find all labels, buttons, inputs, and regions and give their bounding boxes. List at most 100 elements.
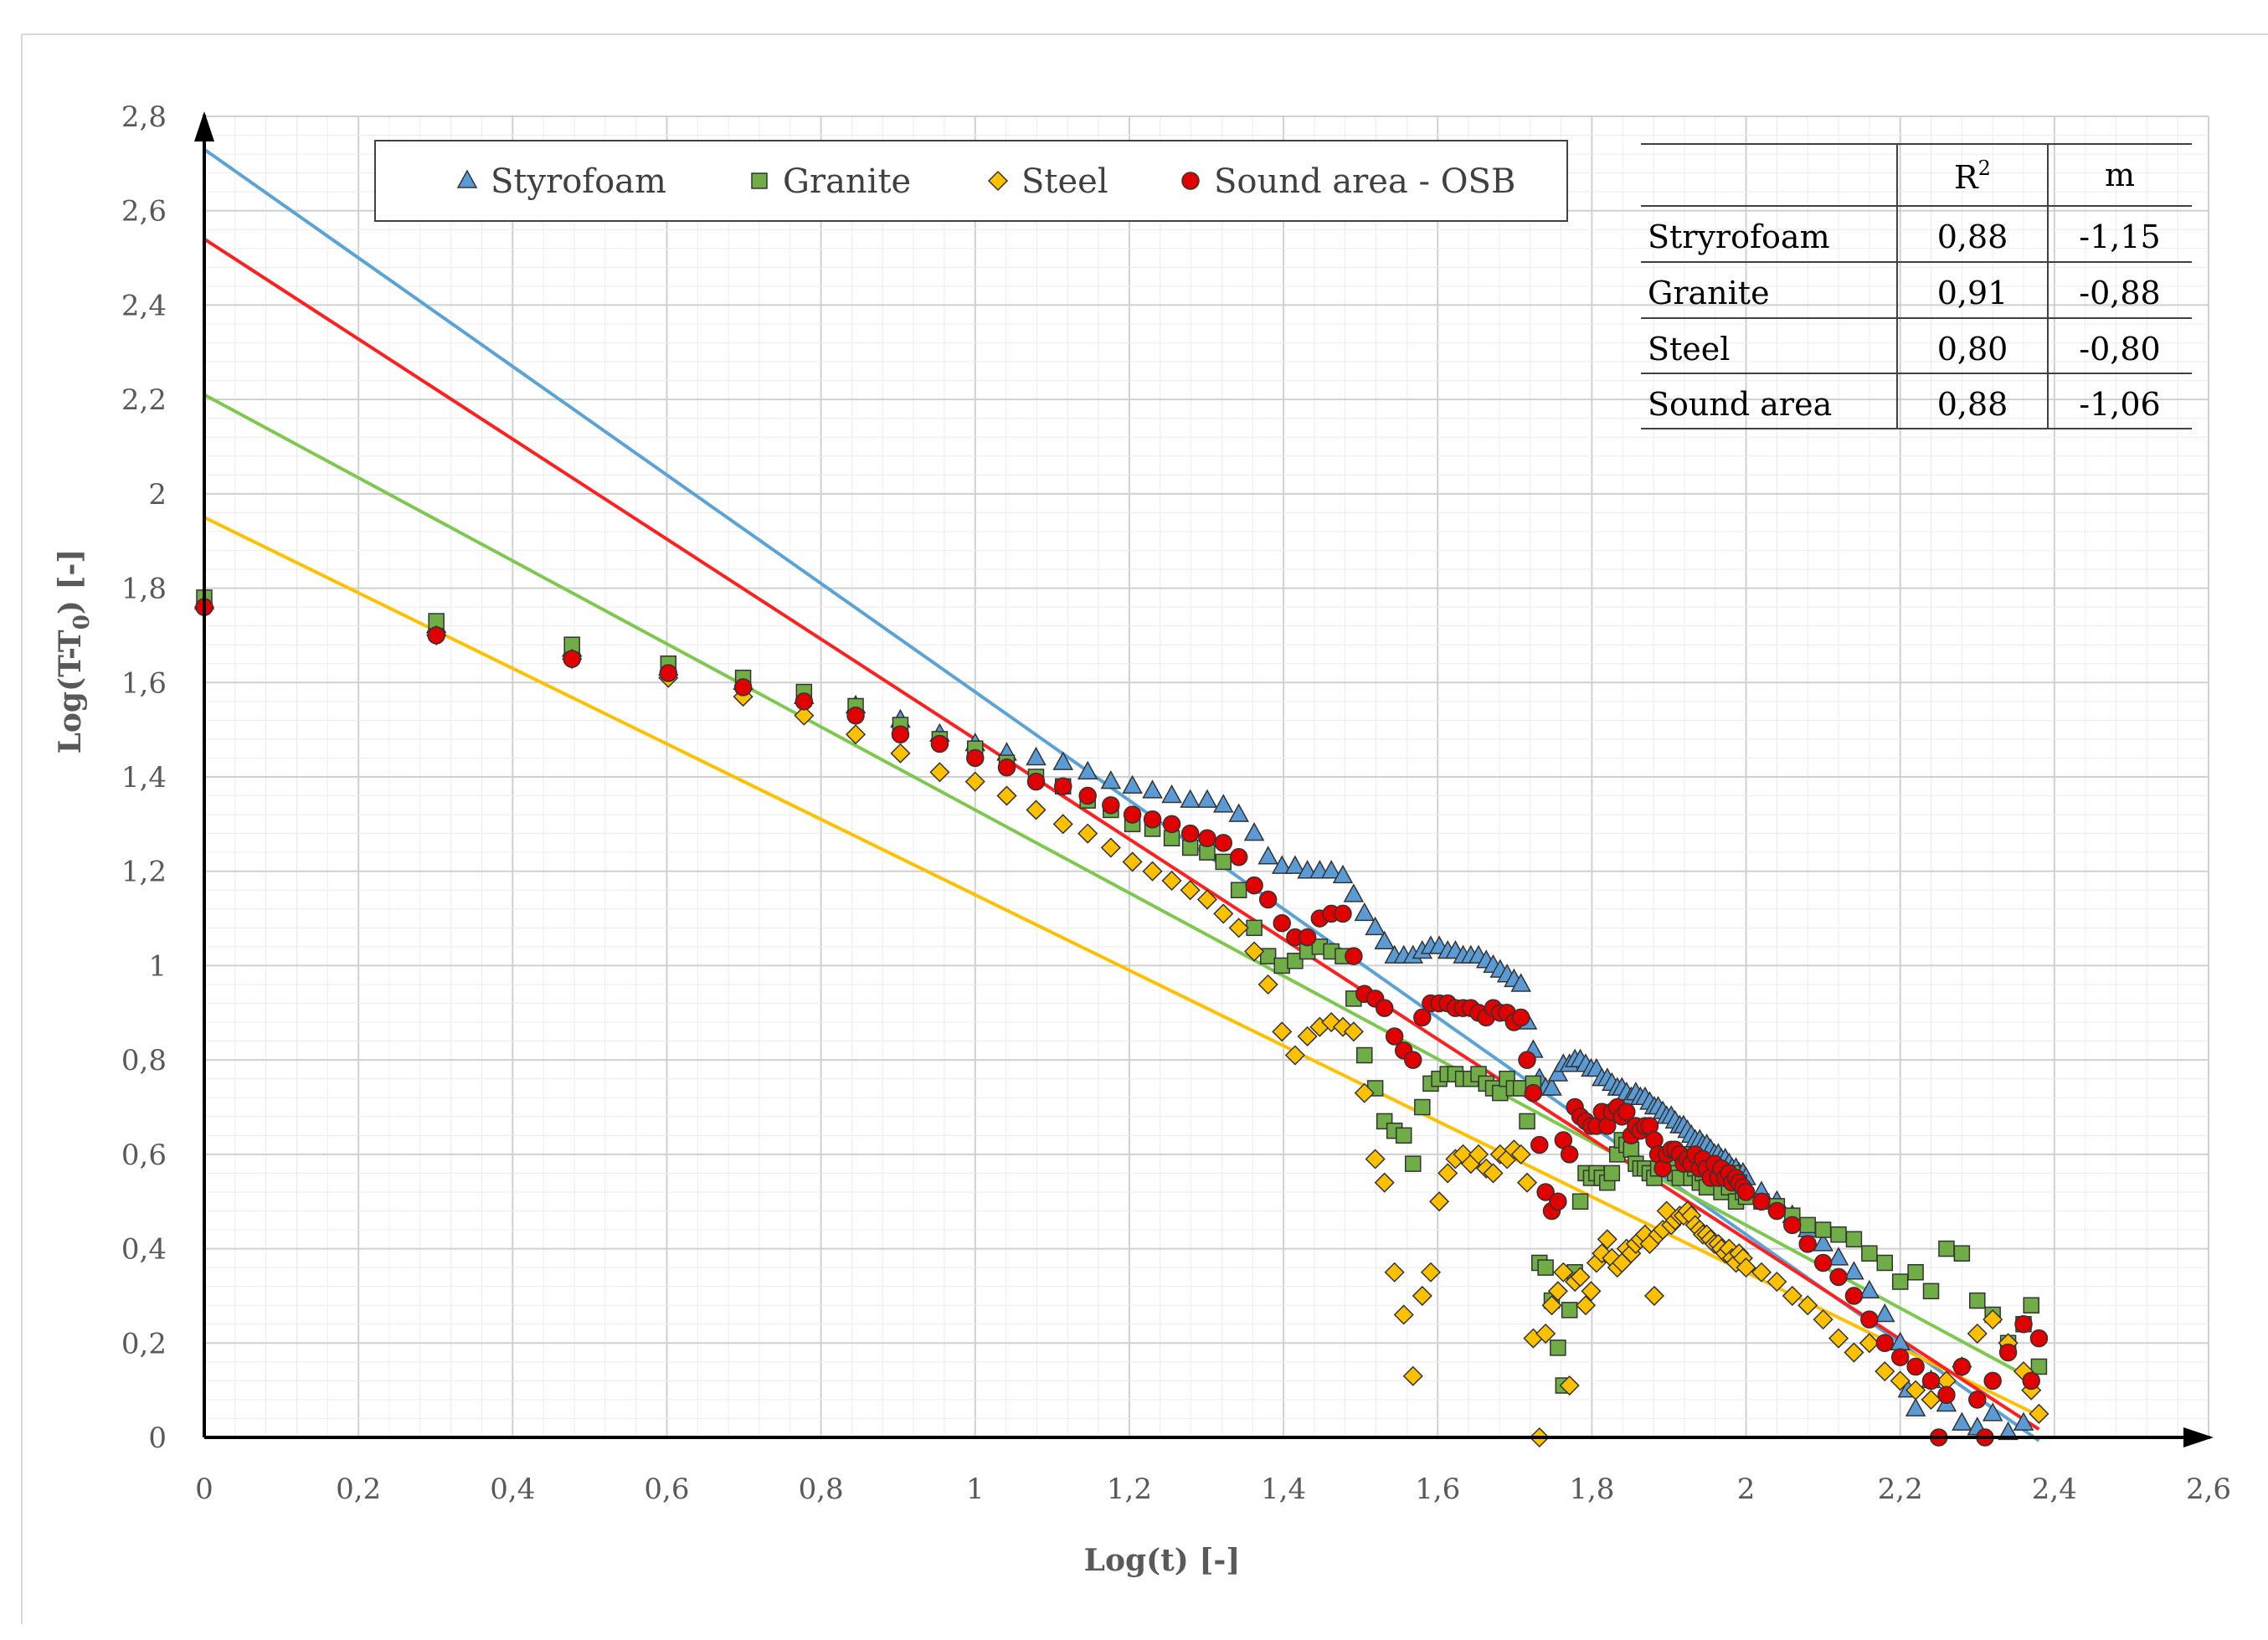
data-point-sound-area-osb — [1536, 1183, 1555, 1201]
data-point-steel — [1429, 1191, 1450, 1212]
data-point-sound-area-osb — [1518, 1051, 1536, 1069]
data-point-styrofoam — [1828, 1247, 1849, 1266]
data-point-sound-area-osb — [2014, 1314, 2033, 1334]
data-point-steel — [1983, 1309, 2003, 1330]
data-point-sound-area-osb — [659, 664, 678, 682]
data-point-sound-area-osb — [1385, 1027, 1404, 1046]
x-tick-label: 0 — [195, 1473, 213, 1506]
data-point-steel — [1196, 889, 1217, 910]
y-tick-label: 2,2 — [121, 383, 167, 417]
data-point-sound-area-osb — [1162, 815, 1181, 834]
data-point-sound-area-osb — [1560, 1145, 1579, 1164]
data-point-granite — [1922, 1283, 1940, 1300]
data-point-steel — [1412, 1285, 1432, 1306]
data-point-granite — [1414, 1098, 1431, 1116]
data-point-sound-area-osb — [1229, 848, 1248, 866]
data-point-steel — [1570, 1267, 1591, 1288]
data-point-sound-area-osb — [1524, 1083, 1543, 1103]
data-point-styrofoam — [1142, 779, 1163, 799]
data-point-sound-area-osb — [1026, 772, 1046, 791]
trend-line-styrofoam — [203, 147, 2040, 1442]
data-point-sound-area-osb — [795, 692, 814, 711]
data-point-sound-area-osb — [1123, 805, 1142, 824]
x-tick-label: 1,6 — [1415, 1473, 1460, 1506]
data-point-granite — [1603, 1164, 1621, 1182]
y-tick-label: 2,4 — [121, 289, 167, 322]
data-point-styrofoam — [1510, 973, 1531, 992]
y-tick-label: 1 — [148, 949, 167, 983]
data-point-steel — [1559, 1375, 1580, 1396]
data-point-styrofoam — [1905, 1397, 1926, 1416]
table-cell-r2: 0,88 — [1937, 386, 2008, 423]
data-point-sound-area-osb — [1952, 1357, 1972, 1376]
data-point-steel — [1228, 918, 1249, 938]
y-axis-arrow — [194, 111, 214, 141]
x-tick-label: 1 — [966, 1473, 985, 1506]
data-point-steel — [1535, 1323, 1556, 1344]
y-tick-label: 0,4 — [121, 1233, 167, 1267]
data-point-granite — [1814, 1221, 1832, 1238]
data-point-steel — [1905, 1380, 1926, 1401]
legend-marker-sound-area-osb — [1181, 172, 1200, 190]
x-tick-label: 1,8 — [1569, 1473, 1614, 1506]
data-point-styrofoam — [1026, 746, 1047, 766]
data-point-sound-area-osb — [1860, 1310, 1879, 1329]
data-point-steel — [1284, 1045, 1305, 1066]
table-header-r2-superscript: 2 — [1978, 157, 1991, 180]
legend-marker-granite — [751, 172, 768, 189]
data-point-steel — [1354, 1082, 1375, 1103]
data-point-styrofoam — [1320, 860, 1342, 879]
table-cell-r2: 0,80 — [1937, 331, 2008, 368]
data-point-sound-area-osb — [1334, 904, 1352, 923]
x-tick-labels: 0 0,2 0,4 0,6 0,8 1 1,2 1,4 1,6 1,8 2 2,2 2,4 2,6 — [195, 1473, 2231, 1506]
y-tick-label: 0,8 — [121, 1044, 167, 1077]
x-tick-label: 2,4 — [2032, 1473, 2077, 1506]
data-point-sound-area-osb — [1983, 1371, 2002, 1391]
data-point-sound-area-osb — [1829, 1267, 1848, 1287]
data-point-granite — [1907, 1264, 1924, 1281]
table-cell-m: -1,06 — [2079, 386, 2160, 423]
x-axis-arrow — [2183, 1427, 2214, 1447]
data-point-steel — [1384, 1262, 1405, 1283]
legend-label-styrofoam: Styrofoam — [491, 162, 666, 201]
data-point-steel — [1510, 1144, 1531, 1164]
data-point-steel — [1468, 1144, 1489, 1164]
data-point-granite — [1356, 1046, 1373, 1064]
data-point-sound-area-osb — [1245, 876, 1263, 895]
data-point-steel — [1100, 837, 1121, 858]
data-point-steel — [1052, 814, 1073, 835]
y-tick-label: 1,6 — [121, 666, 167, 700]
data-point-sound-area-osb — [2022, 1371, 2040, 1391]
y-axis-title-end: ) [-] — [53, 549, 88, 615]
data-point-steel — [1213, 903, 1234, 924]
data-point-steel — [890, 743, 911, 763]
data-point-steel — [1272, 1021, 1293, 1042]
y-tick-label: 0,6 — [121, 1139, 167, 1172]
data-point-sound-area-osb — [1752, 1192, 1771, 1211]
data-point-sound-area-osb — [1844, 1287, 1864, 1305]
x-tick-label: 2,6 — [2186, 1473, 2231, 1506]
data-point-sound-area-osb — [1875, 1334, 1895, 1353]
data-point-steel — [1365, 1149, 1386, 1170]
data-point-granite — [1938, 1240, 1955, 1257]
data-point-styrofoam — [1365, 916, 1386, 936]
data-point-styrofoam — [1982, 1402, 2003, 1422]
data-point-styrofoam — [1052, 751, 1074, 770]
data-point-steel — [1122, 851, 1143, 872]
data-point-styrofoam — [1374, 930, 1395, 949]
x-tick-label: 0,2 — [336, 1473, 381, 1506]
data-point-granite — [1876, 1254, 1894, 1272]
data-point-styrofoam — [1212, 794, 1234, 813]
trend-line-steel — [203, 516, 2040, 1417]
legend-label-sound-area-osb: Sound area - OSB — [1214, 162, 1515, 201]
data-point-steel — [1797, 1295, 1818, 1316]
data-point-sound-area-osb — [1549, 1192, 1567, 1211]
x-tick-label: 1,4 — [1261, 1473, 1306, 1506]
data-point-styrofoam — [1354, 902, 1376, 922]
data-point-granite — [1861, 1245, 1878, 1262]
data-point-steel — [1967, 1323, 1988, 1344]
data-point-sound-area-osb — [1617, 1103, 1636, 1121]
data-point-granite — [1561, 1302, 1578, 1319]
data-point-styrofoam — [1100, 770, 1122, 789]
x-tick-label: 0,8 — [799, 1473, 844, 1506]
